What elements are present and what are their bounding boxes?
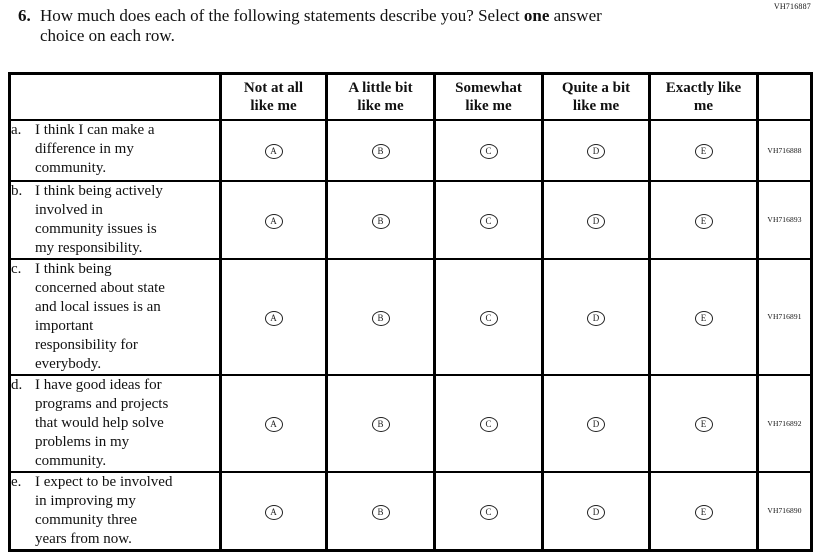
row-accession-id: VH716891 xyxy=(756,257,813,376)
question-text: How much does each of the following stat… xyxy=(40,6,602,46)
statement-cell: e. I expect to be involved in improving m… xyxy=(8,470,222,552)
row-accession-id: VH716892 xyxy=(756,373,813,473)
answer-cell-d[interactable]: D xyxy=(541,470,651,552)
answer-bubble-e[interactable]: E xyxy=(694,144,713,159)
answer-cell-c[interactable]: C xyxy=(433,373,544,473)
answer-bubble-b[interactable]: B xyxy=(371,417,390,432)
answer-bubble-c[interactable]: C xyxy=(479,213,498,229)
header-row: Not at all like me A little bit like me So… xyxy=(8,72,813,121)
matrix-body: a. I think I can make a difference in my … xyxy=(8,118,813,552)
answer-cell-c[interactable]: C xyxy=(433,118,544,182)
answer-cell-a[interactable]: A xyxy=(219,179,328,260)
answer-bubble-b[interactable]: B xyxy=(371,310,390,326)
row-statement: I think being concerned about state and … xyxy=(35,260,165,372)
answer-bubble-e[interactable]: E xyxy=(694,504,713,520)
answer-cell-a[interactable]: A xyxy=(219,257,328,376)
answer-bubble-b[interactable]: B xyxy=(371,144,390,159)
row-statement: I have good ideas for programs and proje… xyxy=(35,376,169,469)
row-label: c. xyxy=(11,260,22,277)
column-header: Somewhat like me xyxy=(433,72,544,121)
answer-cell-a[interactable]: A xyxy=(219,118,328,182)
question-text-part: How much does each of the following stat… xyxy=(40,6,524,25)
answer-bubble-b[interactable]: B xyxy=(371,504,390,520)
page-accession-id: VH716887 xyxy=(773,2,811,11)
answer-cell-b[interactable]: B xyxy=(325,257,436,376)
answer-matrix-table: Not at all like me A little bit like me So… xyxy=(8,72,813,552)
answer-cell-e[interactable]: E xyxy=(648,470,759,552)
answer-cell-a[interactable]: A xyxy=(219,470,328,552)
answer-cell-b[interactable]: B xyxy=(325,118,436,182)
question-text-line1: How much does each of the following stat… xyxy=(40,6,602,26)
table-row: a. I think I can make a difference in my … xyxy=(8,118,813,182)
row-statement: I think being actively involved in commu… xyxy=(35,182,163,256)
answer-bubble-e[interactable]: E xyxy=(694,310,713,326)
statement-cell: a. I think I can make a difference in my … xyxy=(8,118,222,182)
answer-cell-c[interactable]: C xyxy=(433,470,544,552)
answer-cell-e[interactable]: E xyxy=(648,373,759,473)
table-row: b. I think being actively involved in com… xyxy=(8,179,813,260)
answer-cell-e[interactable]: E xyxy=(648,257,759,376)
question-number: 6. xyxy=(18,6,31,25)
answer-bubble-d[interactable]: D xyxy=(587,310,605,326)
answer-bubble-c[interactable]: C xyxy=(479,144,498,159)
column-header: Exactly like me xyxy=(648,72,759,121)
row-statement: I expect to be involved in improving my … xyxy=(35,473,173,547)
answer-bubble-a[interactable]: A xyxy=(264,144,283,159)
answer-cell-c[interactable]: C xyxy=(433,257,544,376)
statement-cell: b. I think being actively involved in com… xyxy=(8,179,222,260)
answer-bubble-d[interactable]: D xyxy=(587,213,605,229)
row-accession-id: VH716893 xyxy=(756,179,813,260)
table-row: d. I have good ideas for programs and pro… xyxy=(8,373,813,473)
answer-bubble-a[interactable]: A xyxy=(264,213,283,229)
answer-bubble-e[interactable]: E xyxy=(694,417,713,432)
column-header: Quite a bit like me xyxy=(541,72,651,121)
answer-bubble-e[interactable]: E xyxy=(694,213,713,229)
answer-bubble-b[interactable]: B xyxy=(371,213,390,229)
answer-cell-c[interactable]: C xyxy=(433,179,544,260)
answer-bubble-d[interactable]: D xyxy=(587,504,605,520)
table-row: e. I expect to be involved in improving m… xyxy=(8,470,813,552)
answer-bubble-c[interactable]: C xyxy=(479,417,498,432)
answer-cell-b[interactable]: B xyxy=(325,470,436,552)
answer-cell-e[interactable]: E xyxy=(648,179,759,260)
answer-bubble-d[interactable]: D xyxy=(587,417,605,432)
row-statement: I think I can make a difference in my co… xyxy=(35,121,155,176)
header-spacer-left xyxy=(8,72,222,121)
answer-cell-e[interactable]: E xyxy=(648,118,759,182)
header-spacer-right xyxy=(756,72,813,121)
answer-cell-b[interactable]: B xyxy=(325,373,436,473)
answer-cell-d[interactable]: D xyxy=(541,179,651,260)
table-row: c. I think being concerned about state an… xyxy=(8,257,813,376)
answer-bubble-c[interactable]: C xyxy=(479,504,498,520)
column-header: A little bit like me xyxy=(325,72,436,121)
answer-cell-a[interactable]: A xyxy=(219,373,328,473)
question-text-bold: one xyxy=(523,6,550,25)
question-block: 6. How much does each of the following s… xyxy=(18,6,748,46)
answer-bubble-c[interactable]: C xyxy=(479,310,498,326)
answer-bubble-d[interactable]: D xyxy=(587,144,605,159)
answer-cell-d[interactable]: D xyxy=(541,257,651,376)
question-text-part: answer xyxy=(549,6,602,25)
answer-bubble-a[interactable]: A xyxy=(264,310,283,326)
answer-cell-b[interactable]: B xyxy=(325,179,436,260)
statement-cell: c. I think being concerned about state an… xyxy=(8,257,222,376)
row-label: e. xyxy=(11,473,22,490)
row-label: d. xyxy=(11,376,23,393)
row-label: b. xyxy=(11,182,23,199)
question-text-line2: choice on each row. xyxy=(40,26,175,45)
answer-bubble-a[interactable]: A xyxy=(264,504,283,520)
answer-bubble-a[interactable]: A xyxy=(264,417,283,432)
row-label: a. xyxy=(11,121,22,138)
column-header: Not at all like me xyxy=(219,72,328,121)
row-accession-id: VH716888 xyxy=(756,118,813,182)
answer-cell-d[interactable]: D xyxy=(541,373,651,473)
row-accession-id: VH716890 xyxy=(756,470,813,552)
answer-cell-d[interactable]: D xyxy=(541,118,651,182)
statement-cell: d. I have good ideas for programs and pro… xyxy=(8,373,222,473)
